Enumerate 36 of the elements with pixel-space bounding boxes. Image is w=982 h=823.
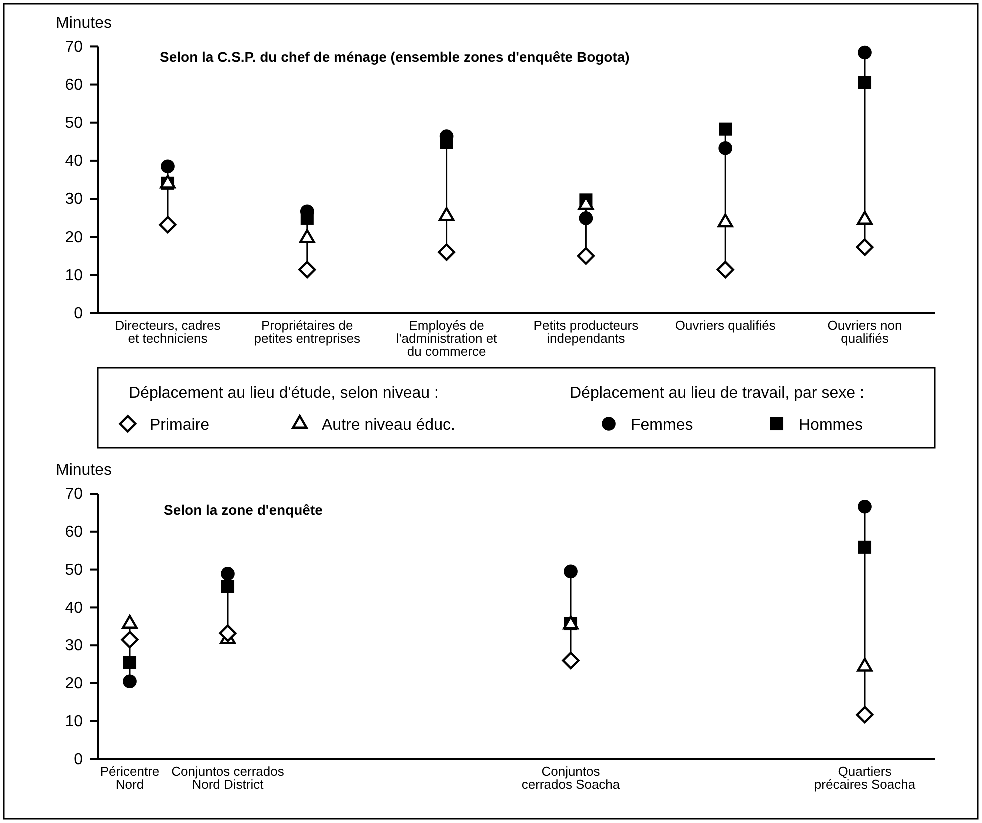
x-tick-label: Conjuntos cerrados Nord District — [172, 764, 285, 792]
text: Déplacement au lieu d'étude, selon niveau : — [129, 385, 439, 402]
legend-label: Femmes — [631, 417, 694, 434]
x-tick-label: Conjuntos cerrados Soacha — [522, 764, 621, 792]
x-tick-label: Propriétaires de petites entreprises — [254, 318, 362, 346]
y-tick-label: 40 — [65, 600, 84, 617]
text: Déplacement au lieu de travail, par sexe : — [570, 385, 864, 402]
y-tick-label: 10 — [65, 267, 84, 284]
y-tick-label: 30 — [65, 191, 84, 208]
y-tick-label: 30 — [65, 638, 84, 655]
x-tick-label: Directeurs, cadres et techniciens — [115, 318, 222, 346]
x-tick-label: Ouvriers qualifiés — [675, 318, 776, 333]
y-axis-title: Minutes — [56, 462, 112, 479]
legend-label: Primaire — [150, 417, 210, 434]
x-tick-label: Péricentre Nord — [100, 764, 160, 792]
y-tick-label: 40 — [65, 153, 84, 170]
y-tick-label: 20 — [65, 676, 84, 693]
y-tick-label: 70 — [65, 38, 84, 56]
legend-label: Autre niveau éduc. — [322, 417, 456, 434]
x-tick-label: Employés de l'administration et du commerce — [396, 318, 498, 359]
x-tick-label: Petits producteurs independants — [534, 318, 640, 346]
x-tick-label: Ouvriers non qualifiés — [828, 318, 902, 346]
y-tick-label: 50 — [65, 114, 84, 132]
y-tick-label: 70 — [65, 486, 84, 504]
text: Selon la zone d'enquête — [164, 502, 324, 518]
x-tick-label: Quartiers précaires Soacha — [814, 764, 916, 792]
y-tick-label: 60 — [65, 524, 84, 542]
y-tick-label: 60 — [65, 76, 84, 94]
chart-title: Selon la C.S.P. du chef de ménage (ensemble zones d'enquête Bogota) — [160, 49, 630, 65]
y-tick-label: 50 — [65, 562, 84, 579]
y-tick-label: 0 — [74, 751, 84, 768]
y-axis-title: Minutes — [56, 15, 112, 32]
y-tick-label: 20 — [65, 229, 84, 246]
legend-label: Hommes — [799, 417, 864, 434]
y-tick-label: 0 — [74, 305, 84, 322]
y-tick-label: 10 — [65, 714, 84, 731]
